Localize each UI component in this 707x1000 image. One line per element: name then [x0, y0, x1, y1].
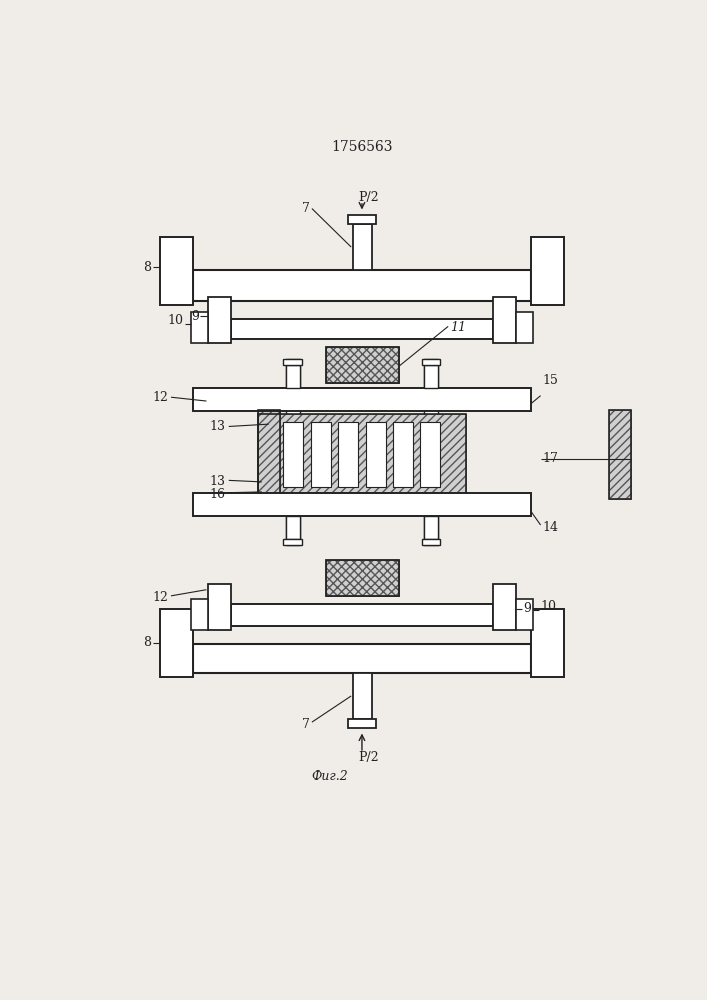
Bar: [192, 270, 532, 301]
Bar: [286, 359, 300, 545]
Bar: [516, 312, 533, 343]
Bar: [191, 312, 208, 343]
Bar: [532, 237, 563, 305]
Bar: [609, 410, 631, 499]
Bar: [258, 410, 279, 499]
Bar: [326, 560, 399, 596]
Bar: [532, 609, 563, 677]
Bar: [284, 539, 302, 545]
Bar: [258, 410, 279, 499]
Bar: [286, 516, 300, 539]
Bar: [231, 604, 493, 626]
Text: 9: 9: [191, 310, 199, 323]
Bar: [208, 297, 231, 343]
Text: 16: 16: [210, 488, 226, 501]
Text: P/2: P/2: [358, 190, 378, 204]
Bar: [258, 414, 466, 494]
Bar: [516, 599, 533, 630]
Bar: [493, 297, 516, 343]
Text: 10: 10: [168, 314, 183, 327]
Text: 8: 8: [143, 261, 151, 274]
Bar: [231, 319, 493, 339]
Text: 11: 11: [450, 321, 467, 334]
Bar: [284, 422, 303, 487]
Bar: [424, 365, 438, 388]
Bar: [311, 422, 331, 487]
Bar: [422, 539, 440, 545]
Bar: [348, 215, 376, 224]
Bar: [422, 359, 440, 365]
Bar: [160, 237, 192, 305]
Bar: [609, 410, 631, 499]
Text: 10: 10: [541, 600, 556, 613]
Bar: [160, 609, 192, 677]
Text: 12: 12: [152, 391, 168, 404]
Bar: [258, 414, 466, 494]
Bar: [348, 719, 376, 728]
Text: 12: 12: [152, 591, 168, 604]
Text: 7: 7: [302, 202, 310, 215]
Text: 13: 13: [210, 475, 226, 488]
Bar: [424, 516, 438, 539]
Bar: [192, 644, 532, 673]
Text: 14: 14: [543, 521, 559, 534]
Text: 1756563: 1756563: [331, 140, 392, 154]
Bar: [493, 584, 516, 630]
Text: 9: 9: [524, 602, 532, 615]
Text: Фиг.2: Фиг.2: [311, 770, 348, 783]
Bar: [326, 347, 399, 383]
Bar: [353, 224, 372, 270]
Text: 13: 13: [210, 420, 226, 433]
Bar: [284, 359, 302, 365]
Bar: [286, 365, 300, 388]
Bar: [192, 493, 532, 516]
Bar: [326, 347, 399, 383]
Bar: [338, 422, 358, 487]
Text: P/2: P/2: [358, 751, 378, 764]
Bar: [421, 422, 440, 487]
Text: 7: 7: [302, 718, 310, 731]
Bar: [393, 422, 413, 487]
Bar: [326, 560, 399, 596]
Bar: [208, 584, 231, 630]
Bar: [191, 599, 208, 630]
Text: 17: 17: [543, 452, 559, 465]
Text: 15: 15: [543, 374, 559, 387]
Bar: [366, 422, 386, 487]
Text: 8: 8: [143, 636, 151, 649]
Bar: [424, 359, 438, 545]
Bar: [353, 673, 372, 719]
Bar: [192, 388, 532, 411]
